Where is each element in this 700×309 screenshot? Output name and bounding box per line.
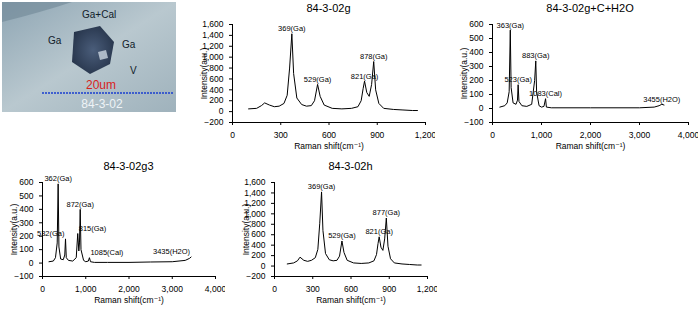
svg-text:1,600: 1,600: [244, 177, 266, 187]
svg-text:1,400: 1,400: [202, 30, 224, 40]
svg-text:600: 600: [209, 74, 223, 84]
svg-text:1083(Cal): 1083(Cal): [529, 89, 562, 98]
svg-text:100: 100: [19, 244, 33, 254]
svg-text:529(Ga): 529(Ga): [304, 75, 332, 84]
svg-text:369(Ga): 369(Ga): [278, 24, 306, 33]
svg-text:Raman shift(cm⁻¹): Raman shift(cm⁻¹): [94, 295, 164, 305]
svg-text:600: 600: [469, 19, 483, 29]
svg-text:900: 900: [370, 130, 384, 140]
svg-text:600: 600: [251, 229, 265, 239]
svg-text:821(Ga): 821(Ga): [365, 227, 393, 236]
svg-text:400: 400: [19, 204, 33, 214]
svg-text:3435(H2O): 3435(H2O): [153, 247, 191, 256]
svg-text:300: 300: [469, 61, 483, 71]
svg-text:1,400: 1,400: [244, 188, 266, 198]
svg-text:Ga+Cal: Ga+Cal: [82, 9, 116, 20]
svg-text:−200: −200: [204, 117, 223, 127]
svg-text:300: 300: [306, 284, 320, 294]
svg-text:−200: −200: [246, 271, 265, 281]
svg-text:532(Ga): 532(Ga): [37, 229, 65, 238]
svg-text:878(Ga): 878(Ga): [360, 52, 388, 61]
svg-text:500: 500: [19, 191, 33, 201]
svg-text:900: 900: [382, 284, 396, 294]
svg-text:200: 200: [251, 250, 265, 260]
svg-text:400: 400: [209, 85, 223, 95]
svg-text:Raman shift(cm⁻¹): Raman shift(cm⁻¹): [556, 141, 626, 151]
svg-text:1,200: 1,200: [417, 284, 437, 294]
svg-text:0: 0: [219, 106, 224, 116]
svg-text:4,000: 4,000: [678, 130, 698, 140]
html-text:84-3-02g: 84-3-02g: [306, 2, 351, 14]
svg-text:1,000: 1,000: [75, 284, 97, 294]
svg-text:84-3-02: 84-3-02: [81, 97, 123, 111]
svg-text:100: 100: [469, 89, 483, 99]
svg-text:1,600: 1,600: [202, 19, 224, 29]
html-text:84-3-02g3: 84-3-02g3: [103, 160, 154, 172]
svg-text:363(Ga): 363(Ga): [497, 21, 525, 30]
svg-text:Ga: Ga: [48, 35, 62, 46]
html-text:84-3-02g+C+H2O: 84-3-02g+C+H2O: [546, 2, 634, 14]
html-text:84-3-02h: 84-3-02h: [328, 160, 373, 172]
svg-text:883(Ga): 883(Ga): [522, 51, 550, 60]
svg-text:3,000: 3,000: [162, 284, 184, 294]
svg-text:400: 400: [251, 240, 265, 250]
svg-text:Intensity(a.u.): Intensity(a.u.): [199, 48, 209, 100]
svg-text:2,000: 2,000: [118, 284, 140, 294]
svg-text:20um: 20um: [86, 78, 116, 92]
svg-text:2,000: 2,000: [580, 130, 602, 140]
svg-text:600: 600: [19, 177, 33, 187]
svg-text:Raman shift(cm⁻¹): Raman shift(cm⁻¹): [294, 141, 364, 151]
svg-text:200: 200: [209, 95, 223, 105]
svg-text:0: 0: [272, 284, 277, 294]
svg-text:800: 800: [251, 219, 265, 229]
svg-text:815(Ga): 815(Ga): [79, 224, 107, 233]
svg-text:3455(H2O): 3455(H2O): [643, 95, 681, 104]
svg-text:3,000: 3,000: [629, 130, 651, 140]
svg-text:0: 0: [490, 130, 495, 140]
svg-text:0: 0: [40, 284, 45, 294]
svg-text:−100: −100: [14, 271, 33, 281]
svg-text:Intensity(a.u.): Intensity(a.u.): [9, 204, 19, 256]
svg-text:1,200: 1,200: [415, 130, 435, 140]
svg-text:800: 800: [209, 63, 223, 73]
svg-text:0: 0: [29, 258, 34, 268]
svg-text:Intensity(a.u.): Intensity(a.u.): [459, 48, 469, 100]
svg-text:0: 0: [479, 103, 484, 113]
svg-text:−100: −100: [464, 117, 483, 127]
svg-text:300: 300: [274, 130, 288, 140]
svg-text:529(Ga): 529(Ga): [328, 231, 356, 240]
svg-text:0: 0: [261, 261, 266, 271]
svg-text:V: V: [130, 65, 137, 76]
svg-text:200: 200: [19, 231, 33, 241]
svg-text:300: 300: [19, 218, 33, 228]
svg-text:362(Ga): 362(Ga): [44, 174, 72, 183]
svg-text:600: 600: [322, 130, 336, 140]
svg-text:200: 200: [469, 75, 483, 85]
svg-text:821(Ga): 821(Ga): [351, 72, 379, 81]
svg-text:Raman shift(cm⁻¹): Raman shift(cm⁻¹): [316, 295, 386, 305]
svg-text:600: 600: [344, 284, 358, 294]
svg-text:1,000: 1,000: [202, 51, 224, 62]
svg-text:1,200: 1,200: [244, 198, 266, 209]
svg-text:523(Ga): 523(Ga): [504, 75, 532, 84]
svg-text:1,200: 1,200: [202, 41, 224, 51]
svg-text:369(Ga): 369(Ga): [308, 182, 336, 191]
svg-text:872(Ga): 872(Ga): [66, 200, 94, 209]
svg-text:4,000: 4,000: [205, 284, 225, 294]
svg-text:400: 400: [469, 47, 483, 57]
svg-text:Ga: Ga: [122, 39, 136, 50]
svg-text:0: 0: [230, 130, 235, 140]
svg-text:1,000: 1,000: [531, 130, 553, 140]
svg-text:Intensity(a.u.): Intensity(a.u.): [241, 204, 251, 256]
svg-text:1,000: 1,000: [244, 208, 266, 219]
svg-text:877(Ga): 877(Ga): [373, 208, 401, 217]
svg-text:1085(Cal): 1085(Cal): [90, 248, 123, 257]
svg-text:500: 500: [469, 33, 483, 43]
